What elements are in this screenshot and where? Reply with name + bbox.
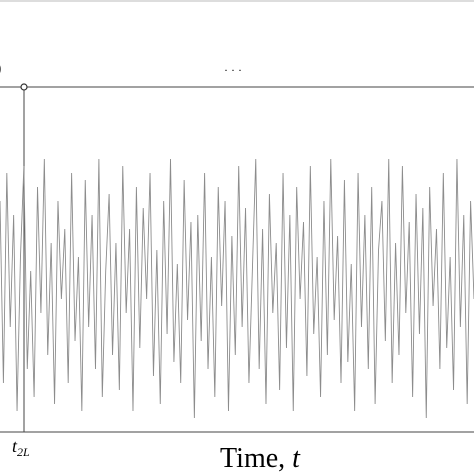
x-label-text: Time, (220, 443, 292, 474)
tick-base: t (12, 436, 18, 456)
signal-line (0, 158, 474, 419)
x-tick-label: t2L (12, 436, 30, 459)
plot-area (0, 158, 474, 419)
tick-sub: 2L (17, 445, 30, 459)
marker-point (20, 83, 28, 91)
x-label-symbol: t (292, 443, 301, 474)
ellipsis: · · · (224, 63, 242, 77)
left-fragment: ) (0, 60, 1, 77)
x-axis-label: Time, t (220, 443, 301, 474)
